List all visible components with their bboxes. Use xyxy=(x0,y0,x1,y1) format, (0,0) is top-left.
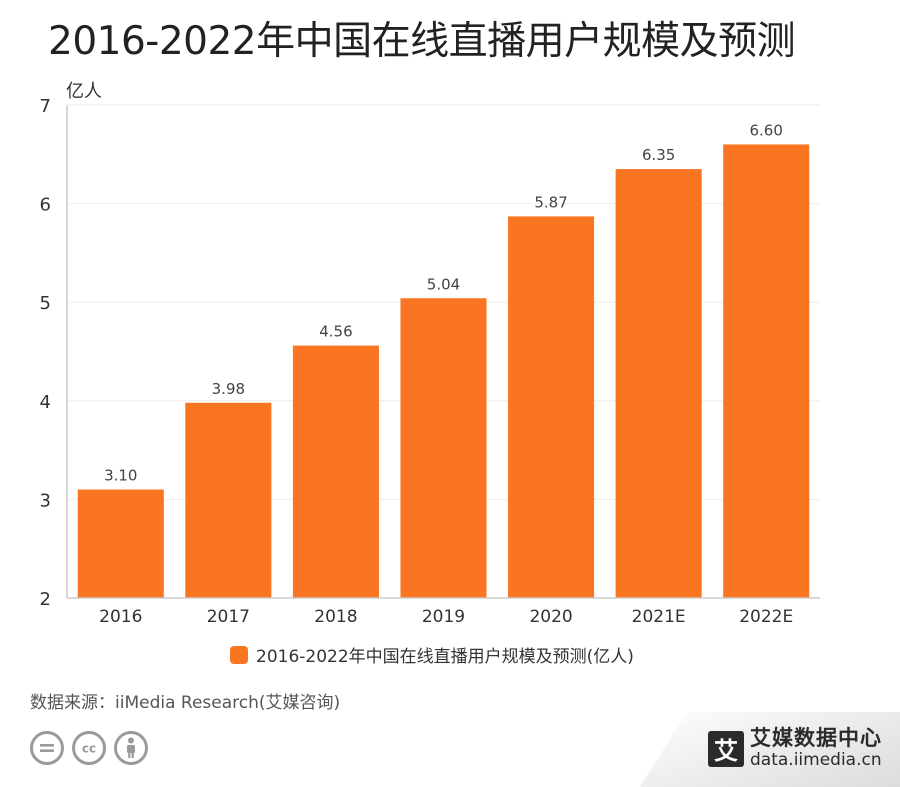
license-icons: cc xyxy=(30,731,148,765)
brand-url: data.iimedia.cn xyxy=(750,750,882,770)
y-tick-label: 4 xyxy=(40,392,51,413)
data-labels: 3.10 3.98 4.56 5.04 5.87 6.35 6.60 xyxy=(104,121,783,484)
x-tick-label: 2020 xyxy=(529,607,572,627)
bars xyxy=(77,144,810,598)
x-tick-label: 2017 xyxy=(207,607,250,627)
data-label: 6.35 xyxy=(642,146,675,164)
bar xyxy=(723,144,810,598)
bar xyxy=(400,298,487,598)
x-tick-label: 2018 xyxy=(314,607,357,627)
y-axis-ticks: 2 3 4 5 6 7 xyxy=(40,96,51,610)
y-tick-label: 5 xyxy=(40,293,51,314)
data-source-note: 数据来源：iiMedia Research(艾媒咨询) xyxy=(30,693,341,713)
legend-label: 2016-2022年中国在线直播用户规模及预测(亿人) xyxy=(256,647,634,667)
x-tick-label: 2021E xyxy=(632,607,686,627)
x-tick-label: 2019 xyxy=(422,607,465,627)
brand-logo: 艾 xyxy=(708,730,744,767)
y-tick-label: 3 xyxy=(40,490,51,511)
data-label: 5.04 xyxy=(427,275,460,293)
svg-text:cc: cc xyxy=(82,742,96,756)
person-icon xyxy=(114,731,148,765)
chart-title: 2016-2022年中国在线直播用户规模及预测 xyxy=(48,19,796,64)
bar xyxy=(185,402,272,598)
data-label: 3.10 xyxy=(104,467,137,485)
brand-background xyxy=(640,712,900,787)
data-label: 3.98 xyxy=(212,380,245,398)
y-tick-label: 7 xyxy=(40,96,51,117)
cc-icon: cc xyxy=(72,731,106,765)
brand-name: 艾媒数据中心 xyxy=(750,726,882,750)
bar xyxy=(615,169,702,598)
bar xyxy=(508,216,595,598)
x-axis-ticks: 2016 2017 2018 2019 2020 2021E 2022E xyxy=(99,607,793,627)
y-tick-label: 2 xyxy=(40,589,51,610)
legend-swatch xyxy=(230,645,248,664)
legend[interactable]: 2016-2022年中国在线直播用户规模及预测(亿人) xyxy=(230,642,634,667)
data-label: 5.87 xyxy=(534,193,567,211)
x-tick-label: 2016 xyxy=(99,607,142,627)
x-tick-label: 2022E xyxy=(739,607,793,627)
bar-chart: 2 3 4 5 6 7 3.10 3.98 4.56 5.04 5.87 6.35 6.60 2016… xyxy=(40,96,820,627)
data-label: 6.60 xyxy=(750,121,783,139)
bar xyxy=(77,489,164,598)
brand-logo-block[interactable]: 艾 艾媒数据中心 data.iimedia.cn xyxy=(708,728,882,769)
y-axis-unit-label: 亿人 xyxy=(66,81,102,102)
equals-icon xyxy=(30,731,64,765)
y-tick-label: 6 xyxy=(40,195,51,216)
data-label: 4.56 xyxy=(319,323,352,341)
bar xyxy=(292,345,379,598)
